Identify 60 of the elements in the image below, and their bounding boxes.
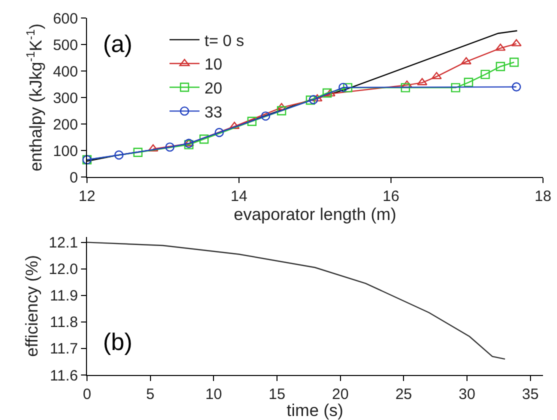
x-tick-label: 25 — [395, 386, 412, 403]
x-tick-label: 0 — [82, 386, 92, 403]
x-tick-label: 30 — [458, 386, 476, 403]
y-tick-label: 12.1 — [48, 234, 78, 252]
point — [480, 70, 490, 80]
point — [261, 111, 270, 121]
y-tick-label: 11.8 — [50, 314, 78, 332]
point — [322, 88, 332, 98]
x-tick-label: 16 — [382, 188, 400, 205]
y-tick-label: 11.6 — [50, 367, 78, 384]
annotation: (b) — [103, 329, 132, 356]
point — [338, 82, 348, 92]
y-tick-label: 100 — [52, 142, 78, 160]
x-tick-label: 12 — [78, 188, 96, 205]
point — [199, 134, 209, 144]
point — [276, 102, 287, 110]
point — [114, 150, 124, 160]
point — [343, 83, 352, 92]
point — [247, 116, 257, 126]
point — [451, 83, 460, 92]
point — [400, 83, 410, 92]
point — [148, 144, 158, 152]
y-axis-title: efficiency (%) — [22, 255, 42, 357]
point — [512, 82, 521, 92]
y-tick-label: 0 — [70, 169, 78, 186]
point — [308, 95, 318, 104]
x-tick-label: 5 — [146, 386, 154, 403]
point — [312, 94, 322, 102]
point — [276, 106, 286, 116]
x-tick-label: 18 — [534, 188, 552, 205]
y-tick-label: 600 — [52, 10, 78, 28]
y-tick-label: 12.0 — [48, 261, 78, 278]
legend-label: 20 — [204, 80, 222, 98]
y-tick-label: 500 — [52, 36, 78, 54]
legend-label: t= 0 s — [204, 32, 244, 50]
legend-label: 10 — [204, 56, 222, 74]
legend-label: 33 — [204, 104, 222, 122]
point — [306, 96, 316, 105]
point — [461, 57, 472, 64]
y-tick-label: 200 — [52, 116, 78, 134]
y-tick-label: 300 — [52, 90, 78, 107]
y-tick-label: 11.9 — [50, 288, 78, 305]
point — [165, 142, 174, 152]
x-axis-title: time (s) — [286, 401, 344, 420]
x-tick-label: 35 — [522, 386, 539, 403]
x-tick-label: 15 — [268, 386, 286, 403]
line-series — [87, 242, 506, 360]
point — [214, 128, 224, 138]
point — [496, 62, 506, 72]
x-tick-label: 14 — [230, 188, 248, 205]
point — [464, 78, 474, 87]
y-tick-label: 11.7 — [50, 340, 78, 358]
x-axis-title: evaporator length (m) — [234, 205, 396, 224]
annotation: (a) — [103, 31, 132, 58]
point — [510, 58, 519, 67]
point — [431, 72, 442, 80]
x-tick-label: 10 — [205, 386, 222, 403]
y-tick-label: 400 — [52, 63, 78, 80]
point — [133, 148, 143, 157]
x-tick-label: 20 — [332, 386, 349, 403]
